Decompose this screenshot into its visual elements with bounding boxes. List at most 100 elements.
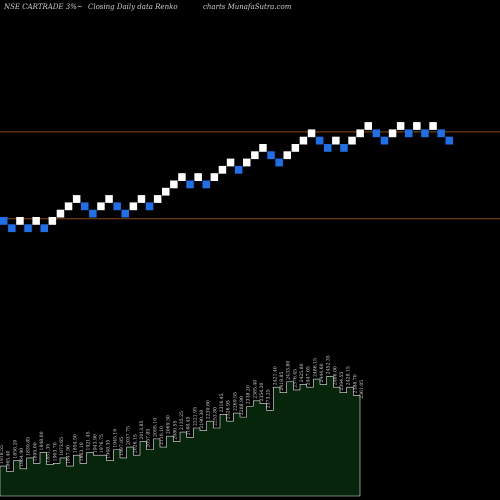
- down-brick: [340, 144, 348, 152]
- up-brick: [283, 151, 291, 160]
- volume-label: 2421.40: [272, 366, 278, 385]
- volume-label: 1895.00: [32, 442, 38, 461]
- volume-label: 1945.10: [112, 429, 118, 448]
- volume-label: 2338.20: [246, 385, 252, 404]
- volume-label: 2376.45: [292, 369, 298, 388]
- volume-label: 2190.30: [199, 410, 205, 429]
- volume-label: 2057.85: [146, 429, 152, 448]
- volume-label: 2452.35: [326, 355, 332, 374]
- volume-label: 2168.45: [186, 416, 192, 435]
- volume-label: 2428.15: [346, 366, 352, 385]
- down-brick: [234, 165, 243, 174]
- up-brick: [413, 122, 421, 130]
- up-brick: [170, 180, 178, 189]
- volume-area: [0, 376, 361, 497]
- volume-label: 2361.05: [359, 380, 365, 399]
- volume-label: 1865.40: [6, 450, 12, 469]
- volume-label: 2354.20: [259, 382, 265, 401]
- volume-label: 2418.85: [279, 372, 285, 391]
- volume-label: 2385.40: [252, 380, 258, 399]
- volume-label: 1976.75: [99, 434, 105, 453]
- volume-label: 1943.90: [92, 434, 98, 453]
- volume-label: 2269.55: [232, 392, 238, 411]
- up-brick: [129, 202, 138, 211]
- up-brick: [64, 202, 73, 211]
- volume-label: 2433.80: [286, 361, 292, 380]
- down-brick: [113, 202, 121, 211]
- volume-label: 2444.60: [319, 363, 325, 382]
- volume-label: 2447.05: [306, 366, 312, 385]
- volume-label: 2316.45: [219, 393, 225, 412]
- volume-label: 1948.35: [106, 440, 112, 459]
- volume-label: 2013.85: [139, 421, 145, 440]
- volume-label: 1873.65: [59, 437, 65, 456]
- down-brick: [202, 180, 210, 189]
- down-brick: [405, 129, 413, 138]
- up-brick: [243, 158, 251, 167]
- up-brick: [56, 209, 65, 218]
- down-brick: [421, 129, 429, 138]
- chart-subtitle: Closing Daily data Renko: [88, 3, 178, 11]
- volume-label: 2069.30: [166, 415, 172, 434]
- down-brick: [275, 158, 283, 167]
- chart-source: charts MunafaSutra.com: [203, 3, 292, 11]
- renko-bricks: [0, 122, 453, 233]
- down-brick: [24, 224, 32, 233]
- up-brick: [251, 151, 259, 160]
- up-brick: [299, 136, 308, 145]
- volume-label: 1851.35: [46, 444, 52, 463]
- up-brick: [429, 122, 437, 130]
- volume-label: 2373.25: [266, 389, 272, 408]
- up-brick: [307, 129, 316, 138]
- down-brick: [145, 202, 154, 211]
- volume-label: 1839.85: [26, 437, 32, 456]
- volume-label: 1854.50: [72, 434, 78, 453]
- volume-label: 2239.80: [206, 400, 212, 419]
- reference-lines: [0, 131, 500, 220]
- volume-label: 2288.90: [239, 396, 245, 415]
- volume-label: 1997.05: [119, 437, 125, 456]
- up-brick: [137, 195, 146, 203]
- up-brick: [348, 136, 356, 145]
- down-brick: [324, 144, 332, 152]
- up-brick: [162, 187, 170, 196]
- up-brick: [32, 217, 40, 225]
- down-brick: [315, 136, 324, 145]
- volume-label: 2466.00: [332, 366, 338, 385]
- volume-label: 2425.80: [299, 363, 305, 382]
- up-brick: [16, 217, 24, 225]
- down-brick: [0, 217, 8, 225]
- down-brick: [372, 129, 381, 138]
- volume-label: 1856.20: [12, 440, 18, 459]
- volume-label: 2026.15: [132, 434, 138, 453]
- down-brick: [186, 180, 194, 189]
- down-brick: [8, 224, 16, 233]
- up-brick: [226, 158, 235, 167]
- volume-label: 2037.75: [126, 426, 132, 445]
- down-brick: [437, 129, 445, 138]
- down-brick: [81, 202, 89, 211]
- up-brick: [153, 195, 162, 203]
- volume-label: 1847.90: [66, 445, 72, 464]
- volume-label: 2253.80: [212, 407, 218, 426]
- down-brick: [121, 209, 129, 218]
- volume-label: 1918.55: [0, 445, 5, 464]
- volume-label: 1848.00: [39, 431, 45, 450]
- down-brick: [445, 136, 453, 145]
- up-brick: [97, 202, 105, 211]
- up-brick: [48, 217, 57, 225]
- volume-label: 2394.55: [339, 372, 345, 391]
- volume-label: 1863.10: [79, 442, 85, 461]
- volume-label: 2095.10: [152, 418, 158, 437]
- up-brick: [388, 129, 397, 138]
- volume-label: 2486.15: [312, 358, 318, 377]
- up-brick: [259, 144, 267, 152]
- volume-label: 1903.70: [52, 442, 58, 461]
- down-brick: [89, 209, 97, 218]
- down-brick: [380, 136, 389, 145]
- up-brick: [291, 144, 300, 152]
- up-brick: [194, 173, 202, 181]
- up-brick: [218, 165, 227, 174]
- volume-label: 2388.70: [352, 374, 358, 393]
- down-brick: [40, 224, 48, 233]
